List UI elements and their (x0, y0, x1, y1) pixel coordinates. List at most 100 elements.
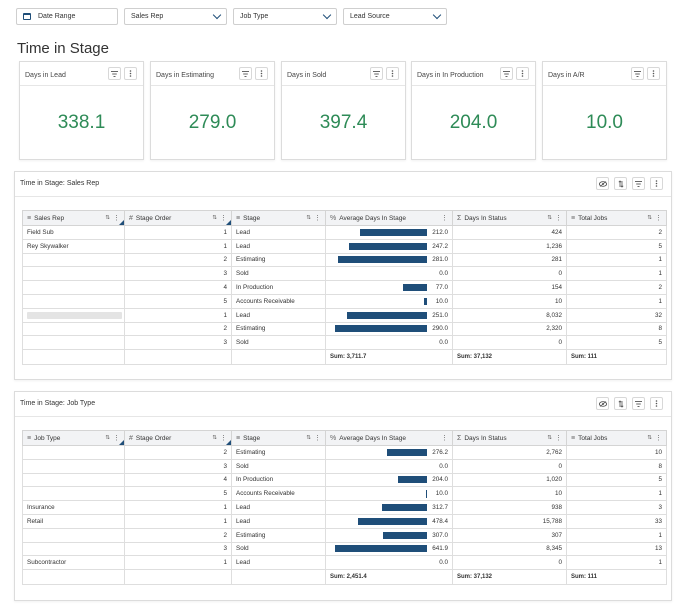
summary-row: Sum: 3,711.7 Sum: 37,132 Sum: 111 (22, 349, 667, 366)
column-header[interactable]: ≡ Stage ⇅ ⋮ (231, 210, 326, 226)
total-jobs-cell: 1 (566, 555, 667, 571)
column-header[interactable]: ≡ Sales Rep ⇅ ⋮ (22, 210, 125, 226)
table-row[interactable]: 3 Sold 0.0 0 1 (22, 266, 667, 282)
stage-order-cell: 2 (124, 252, 232, 268)
column-header[interactable]: % Average Days In Stage ⋮ (325, 430, 453, 446)
table-row[interactable]: 4 In Production 204.0 1,020 5 (22, 472, 667, 488)
column-menu-icon[interactable]: ⋮ (113, 215, 120, 222)
column-menu-icon[interactable]: ⋮ (555, 215, 562, 222)
avg-days-value: 478.4 (432, 517, 448, 525)
column-menu-icon[interactable]: ⋮ (441, 435, 448, 442)
hide-icon[interactable] (596, 397, 609, 410)
more-options-icon[interactable] (650, 397, 663, 410)
filter-icon[interactable] (370, 67, 383, 80)
column-header[interactable]: # Stage Order ⇅ ⋮ (124, 430, 232, 446)
hide-icon[interactable] (596, 177, 609, 190)
chevron-down-icon (212, 10, 222, 20)
table-row[interactable]: 3 Sold 0.0 0 5 (22, 335, 667, 351)
table-row[interactable]: 5 Accounts Receivable 10.0 10 1 (22, 486, 667, 502)
table-row[interactable]: Rey Skywalker 1 Lead 247.2 1,236 5 (22, 238, 667, 254)
name-text: Retail (27, 517, 44, 525)
more-options-icon[interactable] (255, 67, 268, 80)
column-menu-icon[interactable]: ⋮ (220, 435, 227, 442)
column-header[interactable]: ≡ Job Type ⇅ ⋮ (22, 430, 125, 446)
name-cell (22, 541, 125, 557)
sort-icon[interactable]: ⇅ (647, 215, 652, 221)
sort-icon[interactable]: ⇅ (306, 215, 311, 221)
table-header-row: ≡ Sales Rep ⇅ ⋮ # Stage Order ⇅ ⋮ ≡ Stage ⇅ ⋮% Avera… (22, 210, 667, 226)
more-options-icon[interactable] (124, 67, 137, 80)
column-header[interactable]: # Stage Order ⇅ ⋮ (124, 210, 232, 226)
swap-sort-icon[interactable] (614, 397, 627, 410)
filter-icon[interactable] (500, 67, 513, 80)
column-header[interactable]: Σ Days In Status ⇅ ⋮ (452, 210, 567, 226)
table-row[interactable]: 2 Estimating 276.2 2,762 10 (22, 445, 667, 460)
table-row[interactable]: Subcontractor 1 Lead 0.0 0 1 (22, 555, 667, 571)
kpi-card: Days in Estimating 279.0 (150, 61, 275, 160)
job-type-filter-label: Job Type (240, 13, 269, 20)
column-header-label: Days In Status (464, 214, 507, 222)
avg-days-cell: 312.7 (325, 500, 453, 515)
divider (15, 416, 671, 417)
column-header-label: Stage (243, 434, 261, 442)
column-header[interactable]: Σ Days In Status ⇅ ⋮ (452, 430, 567, 446)
more-options-icon[interactable] (516, 67, 529, 80)
sort-icon[interactable]: ⇅ (105, 215, 110, 221)
kpi-card: Days in Sold 397.4 (281, 61, 406, 160)
lead-source-filter-label: Lead Source (350, 13, 390, 20)
column-header[interactable]: ≡ Total Jobs ⇅ ⋮ (566, 430, 667, 446)
filter-icon[interactable] (631, 67, 644, 80)
more-options-icon[interactable] (647, 67, 660, 80)
sort-icon[interactable]: ⇅ (212, 435, 217, 441)
table-row[interactable]: 2 Estimating 290.0 2,320 8 (22, 321, 667, 337)
filter-icon[interactable] (108, 67, 121, 80)
lead-source-filter[interactable]: Lead Source (343, 8, 447, 25)
sort-icon[interactable]: ⇅ (212, 215, 217, 221)
table-row[interactable]: 4 In Production 77.0 154 2 (22, 280, 667, 295)
sales-rep-filter[interactable]: Sales Rep (124, 8, 227, 25)
column-menu-icon[interactable]: ⋮ (655, 435, 662, 442)
column-menu-icon[interactable]: ⋮ (314, 215, 321, 222)
column-header[interactable]: ≡ Stage ⇅ ⋮ (231, 430, 326, 446)
column-header[interactable]: ≡ Total Jobs ⇅ ⋮ (566, 210, 667, 226)
sort-icon[interactable]: ⇅ (547, 215, 552, 221)
filter-icon[interactable] (632, 397, 645, 410)
more-options-icon[interactable] (386, 67, 399, 80)
sort-icon[interactable]: ⇅ (547, 435, 552, 441)
divider (412, 85, 535, 86)
column-menu-icon[interactable]: ⋮ (113, 435, 120, 442)
sort-icon[interactable]: ⇅ (105, 435, 110, 441)
swap-sort-icon[interactable] (614, 177, 627, 190)
column-menu-icon[interactable]: ⋮ (441, 215, 448, 222)
sort-icon[interactable]: ⇅ (647, 435, 652, 441)
filter-icon[interactable] (239, 67, 252, 80)
filter-icon[interactable] (632, 177, 645, 190)
total-jobs-cell: 8 (566, 321, 667, 337)
more-options-icon[interactable] (650, 177, 663, 190)
table-row[interactable]: Field Sub 1 Lead 212.0 424 2 (22, 225, 667, 240)
column-menu-icon[interactable]: ⋮ (220, 215, 227, 222)
table-row[interactable]: Retail 1 Lead 478.4 15,788 33 (22, 513, 667, 529)
total-jobs-cell: 5 (566, 238, 667, 254)
table-row[interactable]: 3 Sold 641.9 8,345 13 (22, 541, 667, 557)
table-row[interactable]: 2 Estimating 281.0 281 1 (22, 252, 667, 268)
column-header[interactable]: % Average Days In Stage ⋮ (325, 210, 453, 226)
table-row[interactable]: Insurance 1 Lead 312.7 938 3 (22, 500, 667, 515)
redacted-value (27, 311, 122, 319)
date-range-label: Date Range (38, 13, 76, 20)
panel-title: Time in Stage: Sales Rep (20, 180, 100, 187)
stage-cell: Estimating (231, 527, 326, 543)
table-row[interactable]: 1 Lead 251.0 8,032 32 (22, 307, 667, 323)
table-row[interactable]: 2 Estimating 307.0 307 1 (22, 527, 667, 543)
column-menu-icon[interactable]: ⋮ (314, 435, 321, 442)
column-menu-icon[interactable]: ⋮ (555, 435, 562, 442)
job-type-filter[interactable]: Job Type (233, 8, 337, 25)
date-range-filter[interactable]: Date Range (16, 8, 118, 25)
column-menu-icon[interactable]: ⋮ (655, 215, 662, 222)
total-jobs-cell: 3 (566, 500, 667, 515)
sort-icon[interactable]: ⇅ (306, 435, 311, 441)
table-row[interactable]: 3 Sold 0.0 0 8 (22, 458, 667, 474)
table-row[interactable]: 5 Accounts Receivable 10.0 10 1 (22, 293, 667, 309)
stage-cell: Estimating (231, 321, 326, 337)
column-header-label: Stage (243, 214, 261, 222)
